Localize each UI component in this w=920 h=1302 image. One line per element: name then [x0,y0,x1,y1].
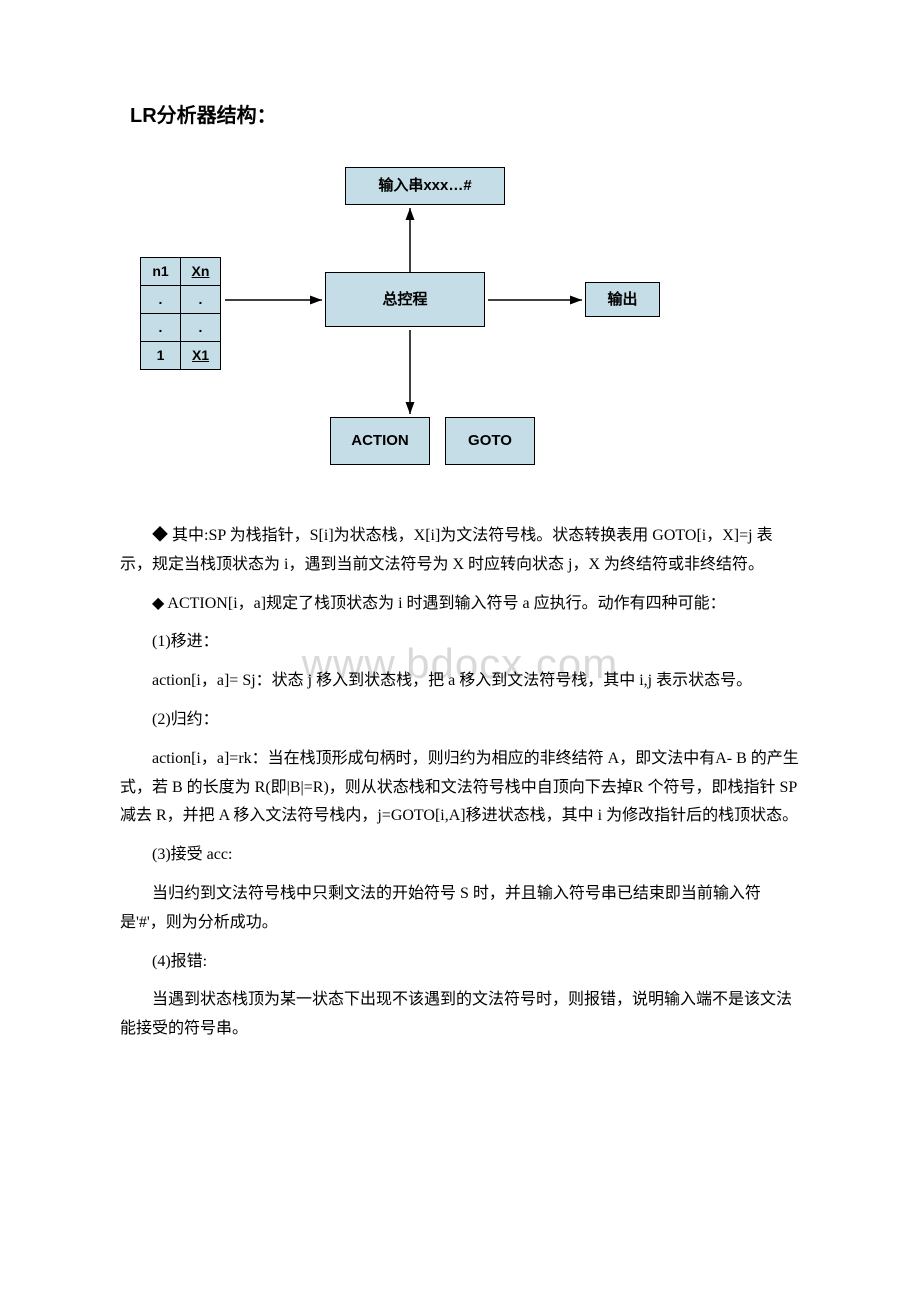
stack-cell: . [181,286,221,314]
para-action-intro: ◆ ACTION[i，a]规定了栈顶状态为 i 时遇到输入符号 a 应执行。动作… [120,590,800,619]
sub-4-title: (4)报错: [120,948,800,977]
sub-1-body: action[i，a]= Sj：状态 j 移入到状态栈，把 a 移入到文法符号栈… [120,667,800,696]
table-row: . . [141,314,221,342]
para-sp: ◆ 其中:SP 为栈指针，S[i]为状态栈，X[i]为文法符号栈。状态转换表用 … [120,522,800,580]
table-row: n1 Xn [141,258,221,286]
box-goto: GOTO [445,417,535,465]
table-row: 1 X1 [141,342,221,370]
stack-cell: . [141,286,181,314]
stack-cell: Xn [181,258,221,286]
stack-table: n1 Xn . . . . 1 X1 [140,257,221,370]
stack-cell: . [141,314,181,342]
page-title: LR分析器结构： [120,100,800,132]
stack-cell: X1 [181,342,221,370]
box-control: 总控程 [325,272,485,327]
sub-3-title: (3)接受 acc: [120,841,800,870]
box-input: 输入串xxx…# [345,167,505,205]
sub-4-body: 当遇到状态栈顶为某一状态下出现不该遇到的文法符号时，则报错，说明输入端不是该文法… [120,986,800,1044]
stack-cell: . [181,314,221,342]
sub-3-body: 当归约到文法符号栈中只剩文法的开始符号 S 时，并且输入符号串已结束即当前输入符… [120,880,800,938]
sub-1-title: (1)移进： [120,628,800,657]
table-row: . . [141,286,221,314]
stack-cell: n1 [141,258,181,286]
page-content: LR分析器结构： 输入串xxx…# 总控程 输出 ACTION GOTO n1 … [120,100,800,1044]
sub-2-title: (2)归约： [120,706,800,735]
stack-cell: 1 [141,342,181,370]
lr-diagram: 输入串xxx…# 总控程 输出 ACTION GOTO n1 Xn . . . … [120,152,800,492]
box-action: ACTION [330,417,430,465]
sub-2-body: action[i，a]=rk：当在栈顶形成句柄时，则归约为相应的非终结符 A，即… [120,745,800,831]
box-output: 输出 [585,282,660,317]
